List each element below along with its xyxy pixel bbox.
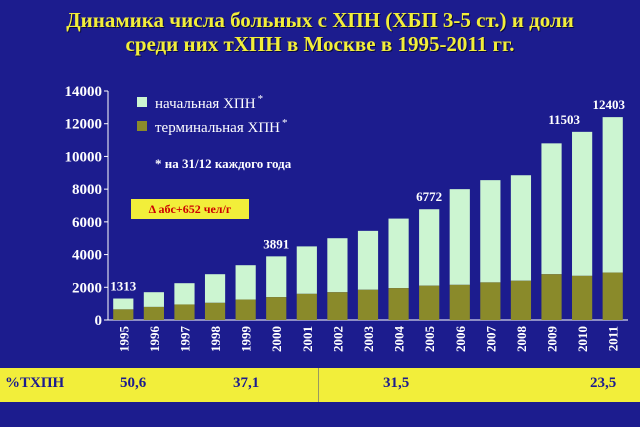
x-tick-label-1996: 1996: [147, 326, 162, 353]
footer-value-3: 31,5: [383, 375, 410, 391]
data-label-2000: 3891: [263, 236, 289, 251]
footer-separator: [318, 368, 319, 402]
bar-initial-1998: [204, 274, 226, 303]
y-tick-label: 0: [95, 313, 103, 329]
y-tick-label: 10000: [65, 149, 103, 165]
x-tick-label-2003: 2003: [361, 326, 376, 353]
x-tick-label-2009: 2009: [545, 326, 560, 353]
y-tick-label: 2000: [72, 280, 102, 296]
bar-initial-2000: [266, 256, 287, 298]
chart-title-line-1: Динамика числа больных с ХПН (ХБП 3-5 ст…: [66, 8, 574, 32]
x-tick-label-2002: 2002: [330, 326, 345, 352]
x-tick-label-2011: 2011: [606, 326, 621, 351]
footnote: * на 31/12 каждого года: [155, 156, 292, 171]
bar-terminal-2005: [419, 285, 440, 320]
bar-initial-2008: [510, 175, 532, 281]
bar-terminal-2009: [541, 274, 562, 320]
bar-terminal-2011: [602, 272, 623, 320]
bar-initial-1997: [174, 283, 195, 305]
bars-layer: [113, 117, 623, 320]
bar-initial-2007: [480, 180, 501, 283]
axis-layer: 0 2000 4000 6000 8000 10000 12000 14000: [65, 84, 628, 329]
x-tick-label-1997: 1997: [177, 326, 192, 353]
x-tick-label-2007: 2007: [483, 325, 498, 352]
x-tick-label-2010: 2010: [575, 326, 590, 352]
legend-item-terminal: терминальная ХПН *: [137, 117, 288, 137]
bar-terminal-1998: [204, 302, 226, 320]
bar-initial-1999: [235, 265, 256, 300]
bar-terminal-2000: [266, 297, 287, 320]
y-tick-label: 4000: [72, 248, 102, 264]
legend-item-initial: начальная ХПН *: [137, 93, 264, 113]
bar-terminal-2006: [449, 284, 470, 320]
bar-terminal-1995: [113, 309, 134, 320]
bar-initial-2010: [572, 131, 593, 276]
x-tick-label-1995: 1995: [116, 326, 131, 353]
data-label-2011: 12403: [592, 97, 625, 112]
bar-terminal-1996: [143, 306, 164, 320]
legend-swatch-terminal: [137, 121, 147, 131]
bar-initial-2005: [419, 209, 440, 286]
y-tick-label: 12000: [65, 117, 103, 133]
chart-title-line-2: среди них тХПН в Москве в 1995-2011 гг.: [125, 32, 515, 56]
y-tick-label: 14000: [65, 84, 103, 100]
footer-bar: %ТХПН 50,6 37,1 31,5 23,5: [0, 368, 640, 402]
data-label-2010: 11503: [548, 112, 580, 127]
legend-star-initial: *: [257, 93, 264, 105]
data-label-1995: 1313: [110, 279, 137, 294]
footer-value-1: 50,6: [120, 375, 147, 391]
bar-terminal-2002: [327, 292, 348, 320]
bar-terminal-2007: [480, 282, 501, 320]
x-tick-label-2008: 2008: [514, 326, 529, 353]
bar-initial-1995: [113, 298, 134, 310]
x-tick-label-2006: 2006: [453, 326, 468, 353]
bar-initial-2004: [388, 218, 409, 289]
x-tick-label-2005: 2005: [422, 326, 437, 353]
data-label-2005: 6772: [416, 189, 442, 204]
x-tick-label-2001: 2001: [300, 326, 315, 352]
legend: начальная ХПН * терминальная ХПН *: [117, 91, 363, 143]
legend-swatch-initial: [137, 97, 147, 107]
bar-initial-1996: [143, 292, 164, 307]
bar-terminal-1999: [235, 299, 256, 320]
x-tick-label-2004: 2004: [392, 326, 407, 353]
x-tick-label-1998: 1998: [208, 326, 223, 353]
chart-title: Динамика числа больных с ХПН (ХБП 3-5 ст…: [0, 8, 640, 56]
bar-terminal-2010: [572, 275, 593, 320]
bar-initial-2003: [357, 230, 379, 290]
labels-layer: 1995 1996 1997 1998 1999 2000 2001 2002 2003 2004…: [110, 97, 625, 352]
bar-terminal-2003: [357, 289, 379, 320]
bar-terminal-2001: [296, 293, 317, 320]
bar-initial-2002: [327, 238, 348, 293]
legend-label-initial: начальная ХПН: [155, 96, 256, 112]
bar-terminal-1997: [174, 304, 195, 320]
legend-label-terminal: терминальная ХПН: [155, 120, 280, 136]
x-tick-label-2000: 2000: [269, 326, 284, 352]
legend-star-terminal: *: [281, 117, 288, 129]
footer-label: %ТХПН: [5, 375, 65, 391]
x-tick-label-1999: 1999: [239, 326, 254, 353]
footer-value-2: 37,1: [233, 375, 260, 391]
bar-initial-2009: [541, 143, 562, 275]
bar-terminal-2004: [388, 288, 409, 320]
footer-value-4: 23,5: [590, 375, 617, 391]
delta-badge: Δ абс+652 чел/г: [131, 199, 249, 219]
bar-initial-2006: [449, 189, 470, 285]
bar-terminal-2008: [510, 280, 532, 320]
bar-initial-2011: [602, 117, 623, 273]
y-tick-label: 6000: [72, 215, 102, 231]
bar-initial-2001: [296, 246, 317, 294]
y-tick-label: 8000: [72, 182, 102, 198]
